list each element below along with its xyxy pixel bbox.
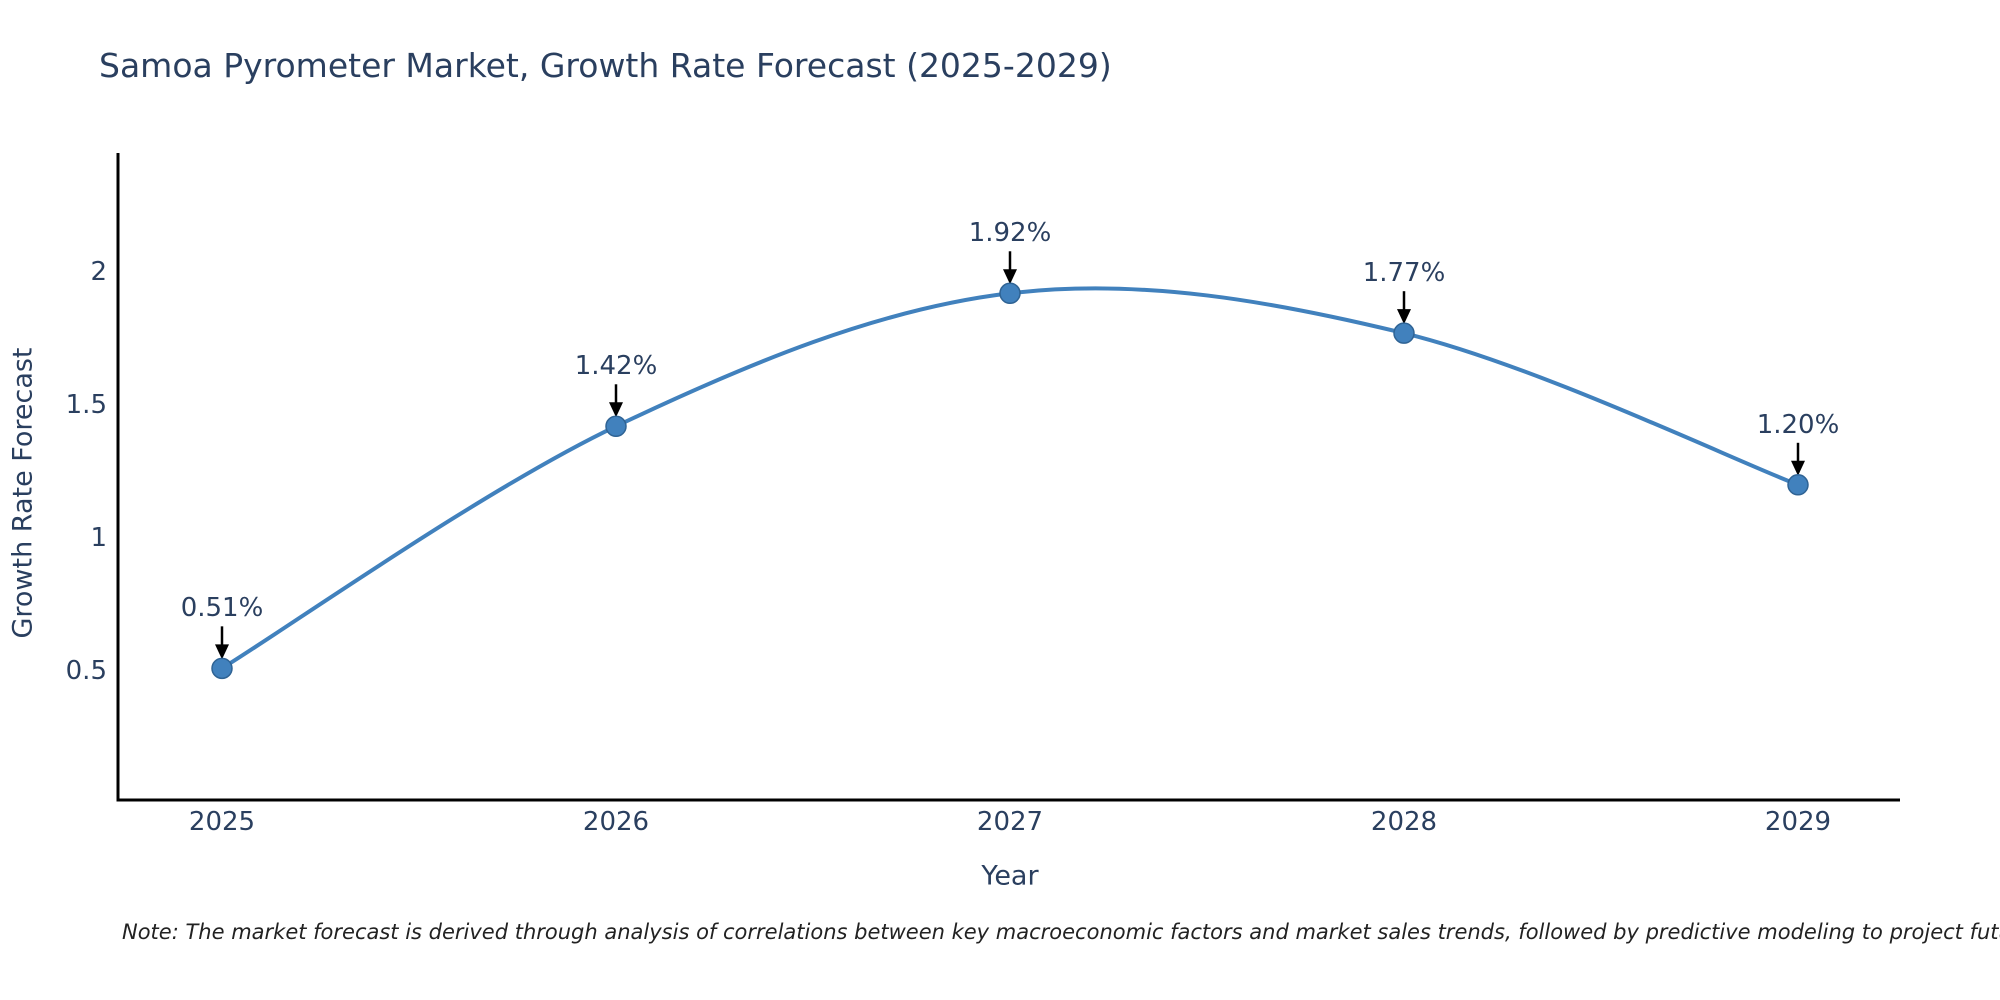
y-tick-label: 1.5 (65, 390, 107, 420)
y-tick-label: 2 (90, 257, 107, 287)
annotation-arrowhead (609, 402, 623, 418)
chart-title: Samoa Pyrometer Market, Growth Rate Fore… (99, 46, 1112, 85)
y-tick-label: 1 (90, 523, 107, 553)
data-point-marker (999, 282, 1021, 305)
footnote-text: Note: The market forecast is derived thr… (122, 920, 2000, 944)
point-value-label: 1.77% (1362, 258, 1446, 289)
x-tick-label: 2025 (188, 807, 256, 837)
data-point-marker (211, 657, 233, 680)
annotation-arrowhead (1003, 269, 1017, 285)
annotation-arrowhead (1791, 460, 1805, 476)
forecast-line (220, 286, 1799, 671)
x-axis-title: Year (981, 860, 1039, 892)
x-tick-label: 2029 (1764, 807, 1832, 837)
annotation-arrowhead (215, 644, 229, 660)
x-tick-label: 2026 (582, 807, 650, 837)
point-value-label: 1.42% (574, 351, 658, 382)
data-point-marker (605, 415, 627, 438)
point-value-label: 1.20% (1756, 409, 1840, 440)
x-tick-label: 2027 (976, 807, 1044, 837)
x-tick-label: 2028 (1370, 807, 1438, 837)
point-value-label: 1.92% (968, 218, 1052, 249)
point-value-label: 0.51% (180, 593, 264, 624)
data-point-marker (1787, 474, 1809, 496)
y-tick-label: 0.5 (65, 656, 107, 686)
annotation-arrowhead (1397, 309, 1411, 325)
data-point-marker (1393, 322, 1415, 344)
